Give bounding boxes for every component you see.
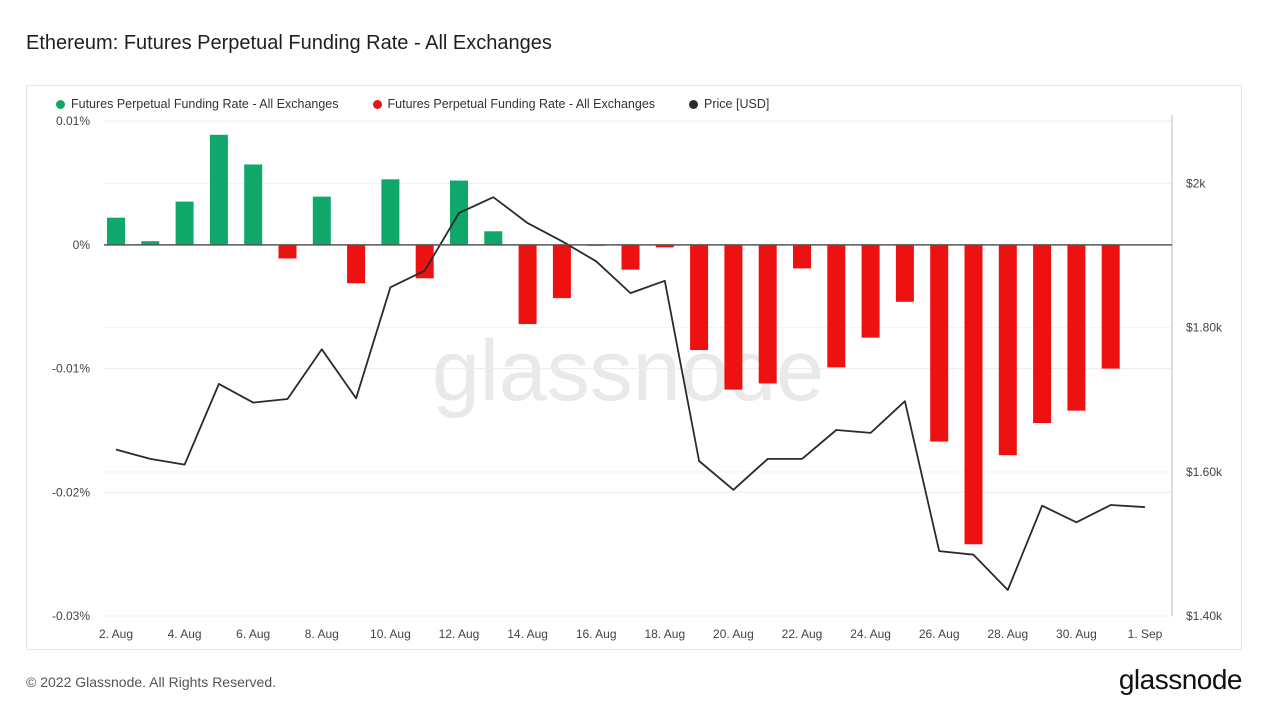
legend: Futures Perpetual Funding Rate - All Exc…: [56, 97, 769, 111]
x-tick-label: 16. Aug: [576, 627, 617, 641]
x-tick-label: 2. Aug: [99, 627, 133, 641]
bar-positive: [175, 201, 194, 245]
chart-panel: [26, 85, 1242, 650]
bar-negative: [724, 244, 743, 390]
y-left-tick-label: -0.01%: [52, 362, 90, 376]
copyright: © 2022 Glassnode. All Rights Reserved.: [26, 674, 277, 690]
bar-negative: [1067, 244, 1086, 411]
x-tick-label: 10. Aug: [370, 627, 411, 641]
bar-negative: [347, 244, 366, 284]
bar-negative: [621, 244, 640, 270]
y-left-tick-label: -0.02%: [52, 485, 90, 499]
legend-item-negative-funding[interactable]: Futures Perpetual Funding Rate - All Exc…: [372, 97, 656, 111]
legend-label: Futures Perpetual Funding Rate - All Exc…: [71, 97, 339, 111]
x-tick-label: 18. Aug: [644, 627, 685, 641]
bar-positive: [484, 231, 503, 245]
bar-negative: [518, 244, 537, 325]
bar-negative: [998, 244, 1017, 456]
legend-dot-icon: [372, 99, 382, 109]
bar-positive: [209, 134, 228, 245]
bar-positive: [141, 241, 160, 245]
bar-positive: [244, 164, 263, 245]
legend-item-price[interactable]: Price [USD]: [689, 97, 769, 111]
y-right-tick-label: $1.60k: [1186, 465, 1223, 479]
bar-positive: [381, 179, 400, 245]
bar-negative: [655, 244, 674, 248]
bar-negative: [278, 244, 297, 259]
x-tick-label: 22. Aug: [782, 627, 823, 641]
bar-negative: [964, 244, 983, 545]
x-tick-label: 20. Aug: [713, 627, 754, 641]
x-tick-label: 14. Aug: [507, 627, 548, 641]
page-title: Ethereum: Futures Perpetual Funding Rate…: [26, 32, 552, 54]
bar-negative: [1033, 244, 1052, 424]
bar-negative: [827, 244, 846, 368]
x-tick-label: 6. Aug: [236, 627, 270, 641]
legend-label: Price [USD]: [704, 97, 770, 111]
bar-positive: [312, 196, 331, 245]
bar-negative: [861, 244, 880, 338]
x-tick-label: 24. Aug: [850, 627, 891, 641]
legend-dot-icon: [689, 99, 699, 109]
bar-negative: [415, 244, 434, 279]
y-right-tick-label: $1.40k: [1186, 609, 1223, 623]
x-tick-label: 4. Aug: [168, 627, 202, 641]
x-tick-label: 12. Aug: [439, 627, 480, 641]
y-left-tick-label: 0.01%: [56, 114, 90, 128]
bar-negative: [930, 244, 949, 442]
y-right-tick-label: $2k: [1186, 176, 1206, 190]
x-tick-label: 30. Aug: [1056, 627, 1097, 641]
y-left-tick-label: 0%: [73, 238, 91, 252]
y-left-tick-label: -0.03%: [52, 609, 90, 623]
x-tick-label: 8. Aug: [305, 627, 339, 641]
bar-negative: [758, 244, 777, 384]
bar-negative: [1101, 244, 1120, 369]
bar-positive: [107, 217, 125, 245]
x-tick-label: 1. Sep: [1128, 627, 1163, 641]
watermark: glassnode: [432, 323, 824, 419]
x-tick-label: 28. Aug: [987, 627, 1028, 641]
y-right-tick-label: $1.80k: [1186, 321, 1223, 335]
price-line: [115, 196, 1146, 591]
legend-item-positive-funding[interactable]: Futures Perpetual Funding Rate - All Exc…: [56, 97, 339, 111]
bar-negative: [690, 244, 709, 351]
bar-negative: [552, 244, 571, 299]
bar-negative: [793, 244, 811, 269]
x-tick-label: 26. Aug: [919, 627, 960, 641]
legend-dot-icon: [56, 99, 65, 109]
bar-negative: [895, 244, 914, 302]
legend-label: Futures Perpetual Funding Rate - All Exc…: [387, 97, 656, 111]
brand-logo[interactable]: glassnode: [1118, 664, 1243, 695]
